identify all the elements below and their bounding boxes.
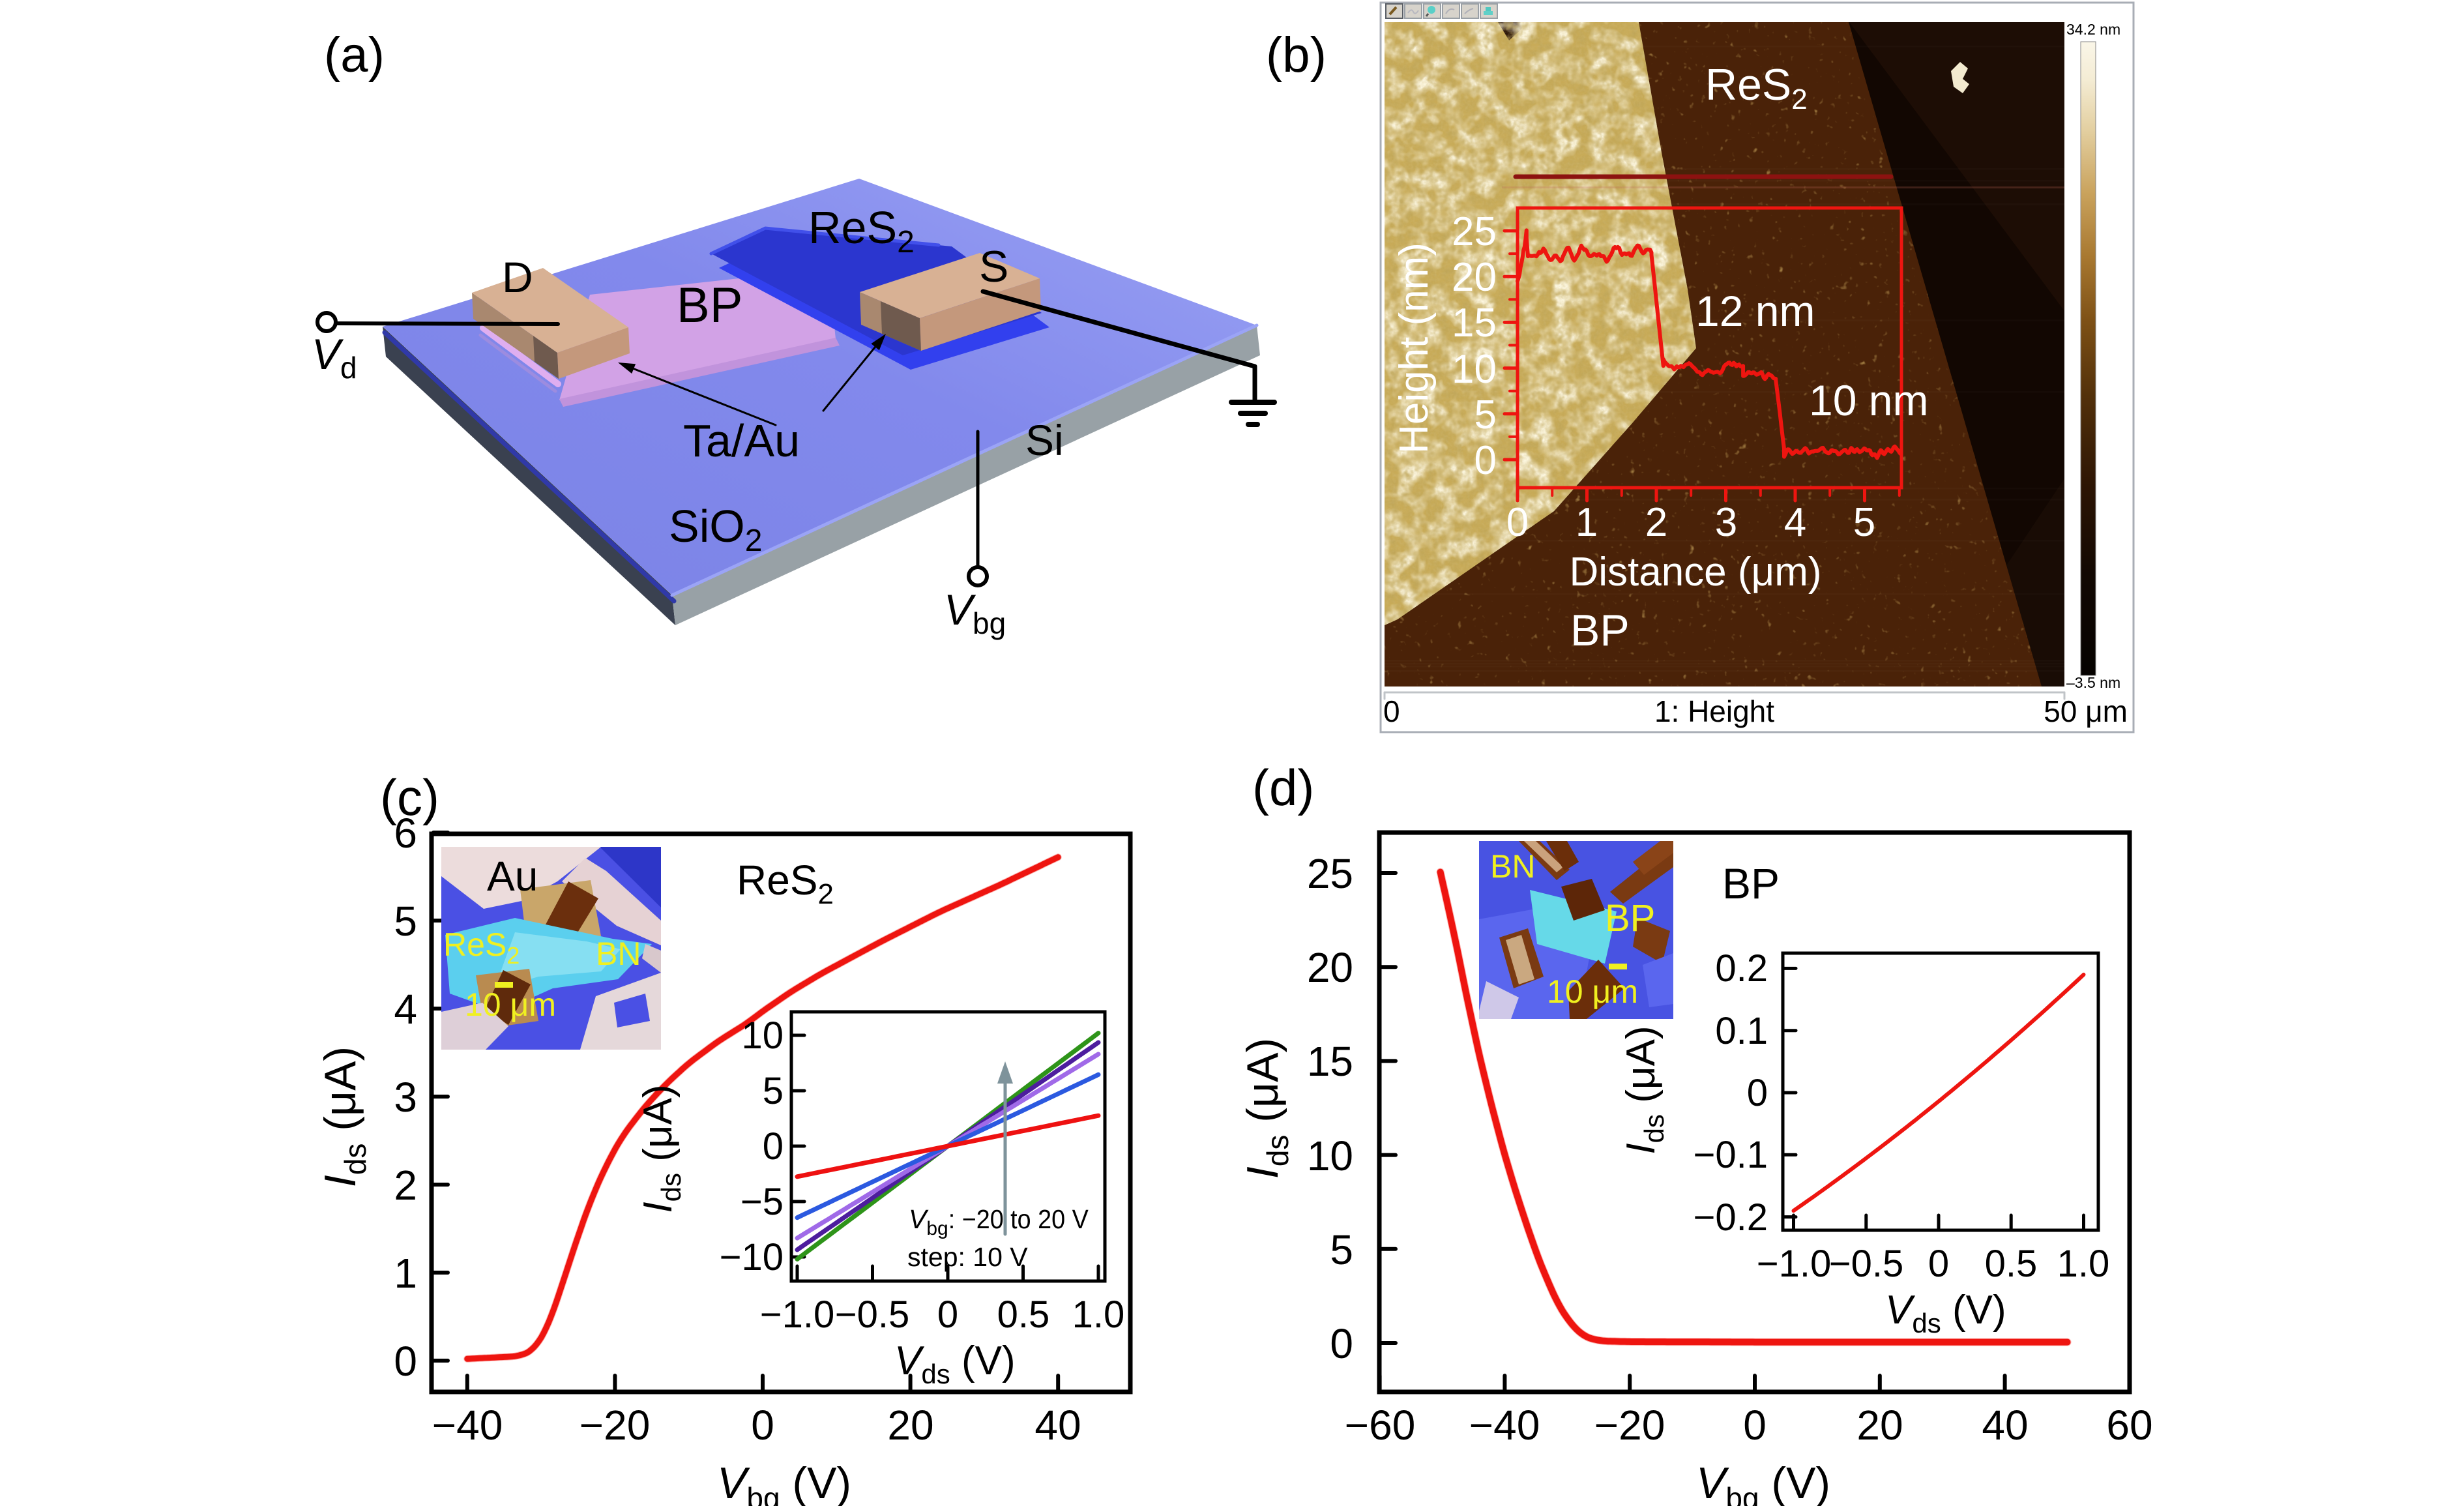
svg-text:ReS2: ReS2	[1705, 60, 1808, 115]
svg-text:20: 20	[887, 1402, 933, 1449]
svg-text:BP: BP	[1570, 606, 1630, 655]
svg-text:40: 40	[1982, 1402, 2028, 1449]
svg-text:20: 20	[1452, 255, 1497, 300]
svg-text:S: S	[979, 242, 1008, 291]
svg-text:−0.5: −0.5	[835, 1293, 910, 1336]
svg-text:Distance (μm): Distance (μm)	[1569, 550, 1821, 595]
svg-text:2: 2	[394, 1162, 417, 1209]
svg-text:4: 4	[394, 986, 417, 1033]
svg-text:10 μm: 10 μm	[1547, 973, 1638, 1010]
svg-text:Ids (μA): Ids (μA)	[315, 1046, 372, 1187]
svg-text:1: 1	[1576, 500, 1598, 545]
svg-text:−40: −40	[432, 1402, 503, 1449]
svg-text:Height (nm): Height (nm)	[1392, 243, 1437, 454]
svg-text:Vbg: −20 to 20 V: Vbg: −20 to 20 V	[909, 1204, 1089, 1239]
svg-text:−5: −5	[741, 1181, 784, 1223]
svg-text:60: 60	[2106, 1402, 2152, 1449]
svg-text:–3.5 nm: –3.5 nm	[2066, 674, 2120, 691]
svg-text:BN: BN	[1490, 848, 1535, 885]
svg-text:20: 20	[1307, 944, 1353, 991]
svg-text:0: 0	[1747, 1072, 1768, 1114]
svg-text:10: 10	[1307, 1132, 1353, 1179]
svg-text:(c): (c)	[380, 769, 439, 826]
svg-text:12 nm: 12 nm	[1695, 287, 1815, 335]
svg-text:25: 25	[1307, 850, 1353, 897]
svg-text:1.0: 1.0	[2057, 1243, 2110, 1285]
svg-text:50 μm: 50 μm	[2044, 694, 2128, 728]
svg-text:−0.5: −0.5	[1829, 1243, 1904, 1285]
svg-text:Vd: Vd	[312, 330, 357, 385]
svg-text:−20: −20	[579, 1402, 651, 1449]
svg-text:3: 3	[394, 1074, 417, 1121]
svg-text:Vbg (V): Vbg (V)	[1696, 1458, 1830, 1506]
svg-text:5: 5	[394, 898, 417, 945]
svg-text:Vds (V): Vds (V)	[894, 1338, 1016, 1389]
svg-text:−1.0: −1.0	[1757, 1243, 1832, 1285]
svg-text:(d): (d)	[1252, 759, 1314, 816]
svg-text:0: 0	[1506, 500, 1529, 545]
svg-text:15: 15	[1452, 301, 1497, 346]
svg-text:0: 0	[937, 1293, 958, 1336]
svg-text:0.1: 0.1	[1715, 1010, 1768, 1052]
svg-text:−60: −60	[1345, 1402, 1416, 1449]
svg-text:Ids (μA): Ids (μA)	[1619, 1026, 1669, 1154]
svg-text:0: 0	[751, 1402, 774, 1449]
svg-text:D: D	[502, 253, 533, 301]
svg-text:Ids (μA): Ids (μA)	[636, 1084, 686, 1213]
svg-text:34.2 nm: 34.2 nm	[2066, 21, 2120, 38]
svg-text:BN: BN	[596, 936, 641, 972]
svg-text:step: 10 V: step: 10 V	[907, 1242, 1028, 1272]
svg-text:ReS2: ReS2	[808, 202, 915, 259]
svg-text:Vbg: Vbg	[944, 585, 1006, 640]
svg-text:0.5: 0.5	[1985, 1243, 2038, 1285]
svg-text:Au: Au	[487, 853, 538, 900]
svg-text:ReS2: ReS2	[737, 857, 834, 910]
svg-text:40: 40	[1034, 1402, 1081, 1449]
svg-text:10 μm: 10 μm	[465, 986, 556, 1023]
svg-text:1: 1	[394, 1250, 417, 1297]
svg-text:Ta/Au: Ta/Au	[683, 415, 800, 466]
svg-text:20: 20	[1856, 1402, 1903, 1449]
svg-text:10 nm: 10 nm	[1809, 376, 1928, 424]
svg-text:5: 5	[1853, 500, 1875, 545]
svg-text:BP: BP	[1722, 859, 1780, 908]
svg-text:−0.2: −0.2	[1694, 1196, 1768, 1239]
svg-text:Ids (μA): Ids (μA)	[1238, 1038, 1295, 1179]
svg-text:0: 0	[1330, 1320, 1353, 1367]
svg-text:(b): (b)	[1266, 27, 1327, 83]
svg-text:−1.0: −1.0	[760, 1293, 835, 1336]
svg-text:4: 4	[1784, 500, 1806, 545]
svg-text:BP: BP	[1605, 897, 1655, 939]
svg-text:BP: BP	[677, 278, 742, 333]
svg-text:Si: Si	[1025, 416, 1064, 464]
svg-text:0: 0	[394, 1338, 417, 1385]
svg-text:−20: −20	[1594, 1402, 1665, 1449]
svg-text:10: 10	[1452, 347, 1497, 392]
svg-text:25: 25	[1452, 209, 1497, 254]
svg-text:6: 6	[394, 810, 417, 857]
svg-text:−40: −40	[1469, 1402, 1540, 1449]
svg-text:(a): (a)	[324, 27, 385, 83]
svg-text:0.5: 0.5	[997, 1293, 1050, 1336]
svg-text:Vds (V): Vds (V)	[1885, 1288, 2006, 1338]
svg-text:5: 5	[1330, 1226, 1353, 1273]
svg-text:1.0: 1.0	[1072, 1293, 1125, 1336]
svg-text:2: 2	[1645, 500, 1667, 545]
svg-text:5: 5	[1474, 392, 1497, 437]
svg-text:0: 0	[1383, 694, 1400, 728]
svg-text:10: 10	[741, 1014, 784, 1057]
svg-text:0.2: 0.2	[1715, 947, 1768, 990]
svg-text:0: 0	[763, 1125, 784, 1168]
svg-text:3: 3	[1715, 500, 1737, 545]
svg-text:0: 0	[1743, 1402, 1767, 1449]
svg-text:0: 0	[1928, 1243, 1949, 1285]
svg-text:−0.1: −0.1	[1694, 1134, 1768, 1176]
svg-text:0: 0	[1474, 438, 1497, 483]
svg-text:−10: −10	[720, 1236, 784, 1278]
svg-text:5: 5	[763, 1070, 784, 1112]
svg-text:1: Height: 1: Height	[1654, 694, 1774, 728]
svg-text:15: 15	[1307, 1038, 1353, 1085]
svg-text:Vbg (V): Vbg (V)	[717, 1458, 851, 1506]
